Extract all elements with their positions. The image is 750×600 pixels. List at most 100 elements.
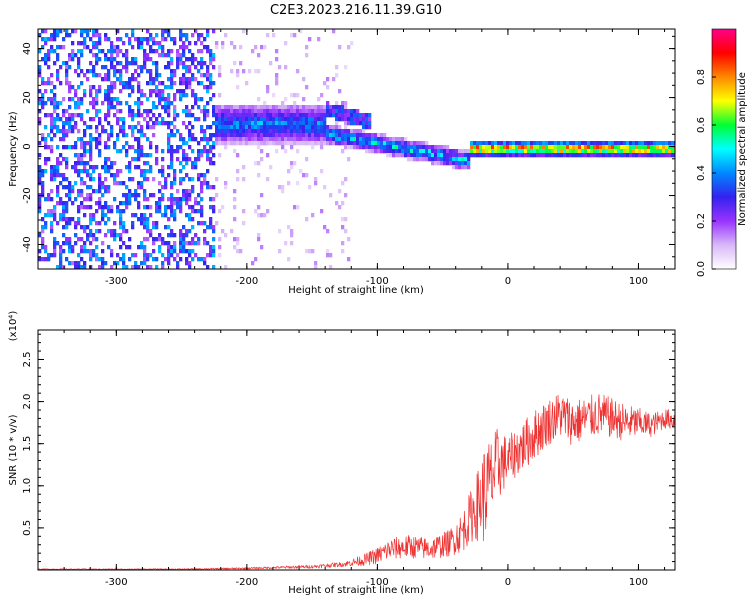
spectrogram-cell [527, 153, 531, 158]
spectrogram-cell [269, 129, 273, 134]
spectrogram-cell [44, 57, 48, 62]
spectrogram-cell [50, 189, 54, 194]
spectrogram-cell [62, 233, 66, 238]
spectrogram-cell [161, 265, 165, 269]
spectrogram-cell [131, 225, 135, 230]
spectrogram-cell [233, 217, 237, 222]
spectrogram-cell [89, 165, 93, 170]
spectrogram-cell [167, 93, 171, 98]
spectrogram-cell [149, 169, 153, 174]
spectrogram-cell [161, 169, 165, 174]
spectrogram-cell [110, 249, 114, 254]
spectrogram-cell [206, 101, 210, 106]
spectrogram-cell [137, 145, 141, 150]
spectrogram-cell [257, 121, 261, 126]
spectrogram-cell [107, 93, 111, 98]
spectrogram-cell [122, 225, 126, 230]
spectrogram-cell [176, 53, 180, 58]
spectrogram-cell [38, 101, 42, 106]
spectrogram-cell [179, 137, 183, 142]
spectrogram-cell [62, 45, 66, 50]
spectrogram-cell [53, 121, 57, 126]
spectrogram-cell [641, 149, 645, 154]
spectrogram-cell [332, 133, 336, 138]
spectrogram-cell [53, 33, 57, 38]
spectrogram-cell [617, 149, 621, 154]
spectrogram-cell [350, 145, 354, 150]
spectrogram-cell [371, 145, 375, 150]
spectrogram-cell [308, 105, 312, 110]
spectrogram-cell [65, 185, 69, 190]
spectrogram-cell [152, 221, 156, 226]
spectrogram-cell [443, 149, 447, 154]
spectrogram-cell [77, 105, 81, 110]
spectrogram-cell [155, 225, 159, 230]
spectrogram-cell [272, 105, 276, 110]
spectrogram-cell [242, 29, 246, 34]
spectrogram-x-tick-label: -100 [366, 276, 389, 287]
spectrogram-cell [275, 105, 279, 110]
spectrogram-cell [257, 53, 261, 58]
spectrogram-cell [38, 153, 42, 158]
spectrogram-cell [98, 181, 102, 186]
spectrogram-cell [128, 193, 132, 198]
spectrogram-cell [611, 141, 615, 146]
spectrogram-cell [170, 213, 174, 218]
spectrogram-cell [164, 257, 168, 262]
spectrogram-cell [434, 161, 438, 166]
spectrogram-cell [152, 101, 156, 106]
spectrogram-cell [74, 221, 78, 226]
spectrogram-cell [143, 197, 147, 202]
spectrogram-cell [275, 81, 279, 86]
spectrogram-cell [119, 209, 123, 214]
spectrogram-cell [368, 133, 372, 138]
spectrogram-cell [122, 229, 126, 234]
spectrogram-cell [89, 69, 93, 74]
spectrogram-cell [113, 221, 117, 226]
spectrogram-cell [296, 109, 300, 114]
spectrogram-cell [146, 229, 150, 234]
spectrogram-cell [89, 141, 93, 146]
spectrogram-cell [194, 209, 198, 214]
spectrogram-cell [278, 133, 282, 138]
spectrogram-cell [674, 141, 675, 146]
spectrogram-cell [257, 145, 261, 150]
spectrogram-cell [248, 121, 252, 126]
spectrogram-cell [170, 181, 174, 186]
spectrogram-cell [143, 37, 147, 42]
spectrogram-cell [428, 149, 432, 154]
spectrogram-cell [320, 129, 324, 134]
spectrogram-cell [137, 65, 141, 70]
spectrogram-cell [644, 145, 648, 150]
spectrogram-cell [212, 237, 216, 242]
spectrogram-cell [92, 53, 96, 58]
spectrogram-cell [311, 105, 315, 110]
spectrogram-cell [461, 165, 465, 170]
spectrogram-cell [206, 49, 210, 54]
spectrogram-cell [629, 145, 633, 150]
spectrogram-cell [581, 153, 585, 158]
spectrogram-cell [161, 241, 165, 246]
spectrogram-cell [329, 193, 333, 198]
spectrogram-cell [341, 181, 345, 186]
spectrogram-cell [269, 141, 273, 146]
spectrogram-cell [563, 149, 567, 154]
spectrogram-cell [176, 197, 180, 202]
spectrogram-cell [242, 109, 246, 114]
spectrogram-cell [59, 101, 63, 106]
spectrogram-cell [71, 145, 75, 150]
spectrogram-cell [296, 137, 300, 142]
spectrogram-cell [218, 237, 222, 242]
spectrogram-cell [323, 81, 327, 86]
spectrogram-cell [275, 141, 279, 146]
spectrogram-cell [548, 149, 552, 154]
spectrogram-cell [182, 141, 186, 146]
spectrogram-cell [290, 133, 294, 138]
spectrogram-cell [560, 149, 564, 154]
spectrogram-cell [77, 205, 81, 210]
spectrogram-cell [113, 141, 117, 146]
spectrogram-cell [164, 177, 168, 182]
spectrogram-cell [200, 61, 204, 66]
spectrogram-cell [47, 209, 51, 214]
spectrogram-cell [167, 61, 171, 66]
